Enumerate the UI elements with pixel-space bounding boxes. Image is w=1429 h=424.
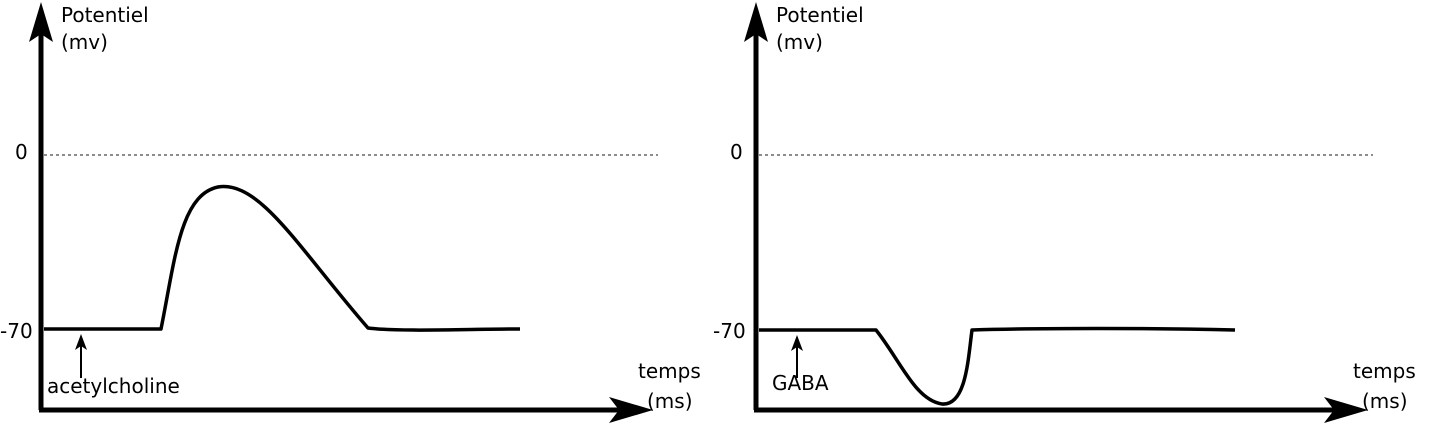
x-axis-label-line1: temps	[638, 359, 701, 383]
x-axis-label-line2: (ms)	[1362, 389, 1408, 413]
y-axis-label-line1: Potentiel	[776, 3, 864, 27]
chart-acetylcholine: Potentiel (mv) temps (ms) 0 -70 acetylch…	[0, 2, 701, 423]
stimulus-label: acetylcholine	[47, 374, 180, 398]
stimulus-arrowhead	[75, 334, 87, 350]
potential-curve	[44, 184, 521, 332]
y-axis-label-line1: Potentiel	[61, 3, 149, 27]
chart-gaba: Potentiel (mv) temps (ms) 0 -70 GABA	[713, 2, 1416, 423]
stimulus-label: GABA	[772, 371, 829, 395]
y-tick-label-minus70: -70	[0, 319, 33, 343]
x-axis-label-line1: temps	[1353, 359, 1416, 383]
potential-curve	[759, 326, 1236, 406]
x-axis-arrowhead	[1324, 397, 1368, 423]
y-tick-label-minus70: -70	[713, 319, 746, 343]
x-axis-label-line2: (ms)	[647, 389, 693, 413]
stimulus-arrowhead	[791, 335, 803, 351]
y-tick-label-0: 0	[730, 140, 743, 164]
x-axis-arrowhead	[609, 397, 653, 423]
y-tick-label-0: 0	[15, 140, 28, 164]
y-axis-arrowhead	[744, 2, 768, 42]
y-axis-label-line2: (mv)	[61, 30, 108, 54]
y-axis-arrowhead	[29, 2, 53, 42]
y-axis-label-line2: (mv)	[776, 30, 823, 54]
